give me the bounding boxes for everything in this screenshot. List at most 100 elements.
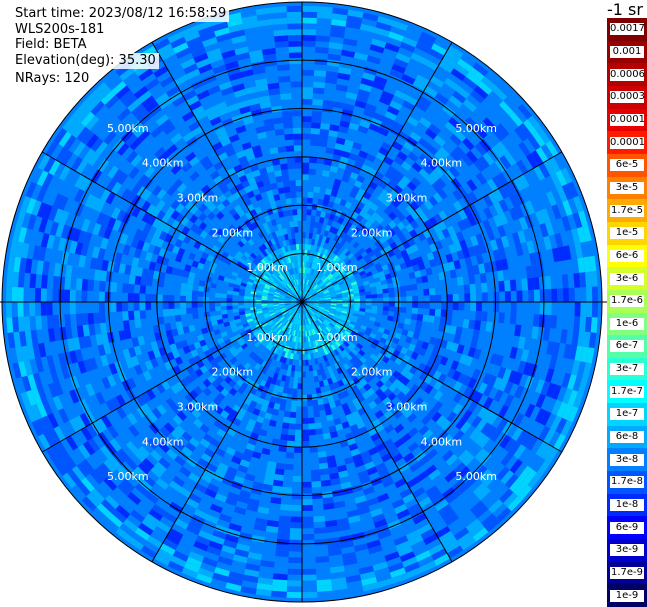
radar-cell bbox=[254, 206, 262, 214]
radar-cell bbox=[238, 305, 245, 309]
radar-cell bbox=[361, 576, 378, 586]
radar-cell bbox=[509, 312, 517, 325]
radar-cell bbox=[312, 492, 323, 500]
radar-cell bbox=[474, 448, 487, 462]
radar-cell bbox=[255, 275, 262, 281]
radar-cell bbox=[250, 252, 257, 260]
radar-cell bbox=[288, 322, 293, 329]
radar-cell bbox=[107, 165, 119, 179]
radar-cell bbox=[438, 60, 454, 74]
radar-cell bbox=[338, 224, 346, 232]
radar-cell bbox=[291, 297, 297, 301]
radar-cell bbox=[423, 219, 433, 230]
radar-cell bbox=[267, 261, 273, 268]
radar-cell bbox=[274, 320, 281, 326]
radar-cell bbox=[314, 257, 319, 265]
radar-cell bbox=[203, 311, 211, 318]
radar-cell bbox=[498, 212, 508, 225]
radar-cell bbox=[232, 228, 240, 237]
radar-cell bbox=[91, 246, 101, 259]
radar-cell bbox=[233, 204, 242, 213]
radar-cell bbox=[290, 323, 294, 330]
radar-cell bbox=[295, 336, 299, 343]
radar-cell bbox=[267, 357, 273, 365]
radar-cell bbox=[468, 319, 476, 330]
radar-cell bbox=[324, 305, 331, 308]
radar-cell bbox=[291, 287, 296, 293]
radar-cell bbox=[348, 122, 360, 131]
radar-cell bbox=[362, 391, 371, 400]
radar-cell bbox=[191, 296, 198, 302]
radar-cell bbox=[426, 144, 438, 156]
radar-cell bbox=[313, 314, 319, 320]
radar-cell bbox=[293, 279, 297, 286]
radar-cell bbox=[238, 257, 246, 265]
radar-cell bbox=[346, 311, 354, 316]
colorbar-tick-label: 1e-5 bbox=[610, 227, 644, 240]
radar-cell bbox=[377, 194, 386, 203]
radar-cell bbox=[240, 586, 257, 595]
radar-cell bbox=[375, 388, 384, 397]
radar-cell bbox=[101, 376, 111, 390]
radar-cell bbox=[359, 119, 371, 129]
radar-cell bbox=[320, 274, 326, 281]
radar-cell bbox=[442, 262, 450, 272]
radar-cell bbox=[375, 442, 387, 452]
radar-cell bbox=[481, 311, 488, 322]
radar-cell bbox=[252, 408, 261, 416]
radar-cell bbox=[447, 261, 456, 271]
radar-cell bbox=[394, 302, 401, 308]
radar-cell bbox=[393, 409, 403, 420]
radar-cell bbox=[329, 371, 336, 378]
radar-cell bbox=[130, 154, 143, 167]
radar-cell bbox=[138, 445, 151, 458]
radar-cell bbox=[518, 465, 533, 482]
radar-cell bbox=[36, 417, 49, 434]
radar-cell bbox=[352, 141, 363, 151]
radar-cell bbox=[319, 304, 325, 307]
radar-cell bbox=[313, 411, 321, 418]
radar-cell bbox=[313, 299, 320, 301]
colorbar-tick-label: 3e-8 bbox=[610, 453, 644, 466]
radar-cell bbox=[283, 381, 290, 388]
radar-cell bbox=[12, 225, 22, 242]
radar-cell bbox=[574, 302, 581, 317]
radar-cell bbox=[375, 224, 384, 233]
radar-cell bbox=[420, 31, 437, 44]
radar-cell bbox=[212, 572, 229, 583]
radar-cell bbox=[201, 344, 209, 353]
radar-cell bbox=[400, 368, 410, 378]
radar-cell bbox=[133, 302, 140, 311]
radar-cell bbox=[342, 306, 349, 310]
radar-cell bbox=[312, 263, 317, 270]
radar-cell bbox=[322, 321, 328, 327]
radar-cell bbox=[338, 318, 345, 324]
radar-cell bbox=[533, 165, 546, 181]
radar-cell bbox=[282, 175, 290, 182]
radar-cell bbox=[122, 244, 131, 256]
radar-cell bbox=[352, 355, 360, 363]
radar-cell bbox=[233, 88, 247, 98]
radar-cell bbox=[280, 309, 287, 313]
radar-cell bbox=[49, 221, 59, 236]
radar-cell bbox=[153, 65, 169, 78]
radar-cell bbox=[249, 400, 258, 409]
radar-cell bbox=[214, 405, 224, 415]
radar-cell bbox=[263, 478, 274, 486]
radar-cell bbox=[245, 284, 253, 289]
radar-cell bbox=[237, 386, 246, 395]
radar-cell bbox=[250, 311, 258, 316]
radar-cell bbox=[371, 228, 380, 236]
radar-cell bbox=[216, 180, 227, 190]
radar-cell bbox=[346, 236, 354, 244]
radar-cell bbox=[412, 487, 426, 499]
radar-cell bbox=[285, 452, 295, 459]
radar-cell bbox=[418, 137, 430, 149]
radar-cell bbox=[217, 152, 229, 162]
radar-cell bbox=[314, 339, 319, 347]
radar-cell bbox=[129, 137, 142, 151]
radar-cell bbox=[364, 330, 371, 337]
radar-cell bbox=[293, 267, 296, 274]
radar-cell bbox=[279, 266, 285, 273]
radar-cell bbox=[294, 255, 298, 262]
